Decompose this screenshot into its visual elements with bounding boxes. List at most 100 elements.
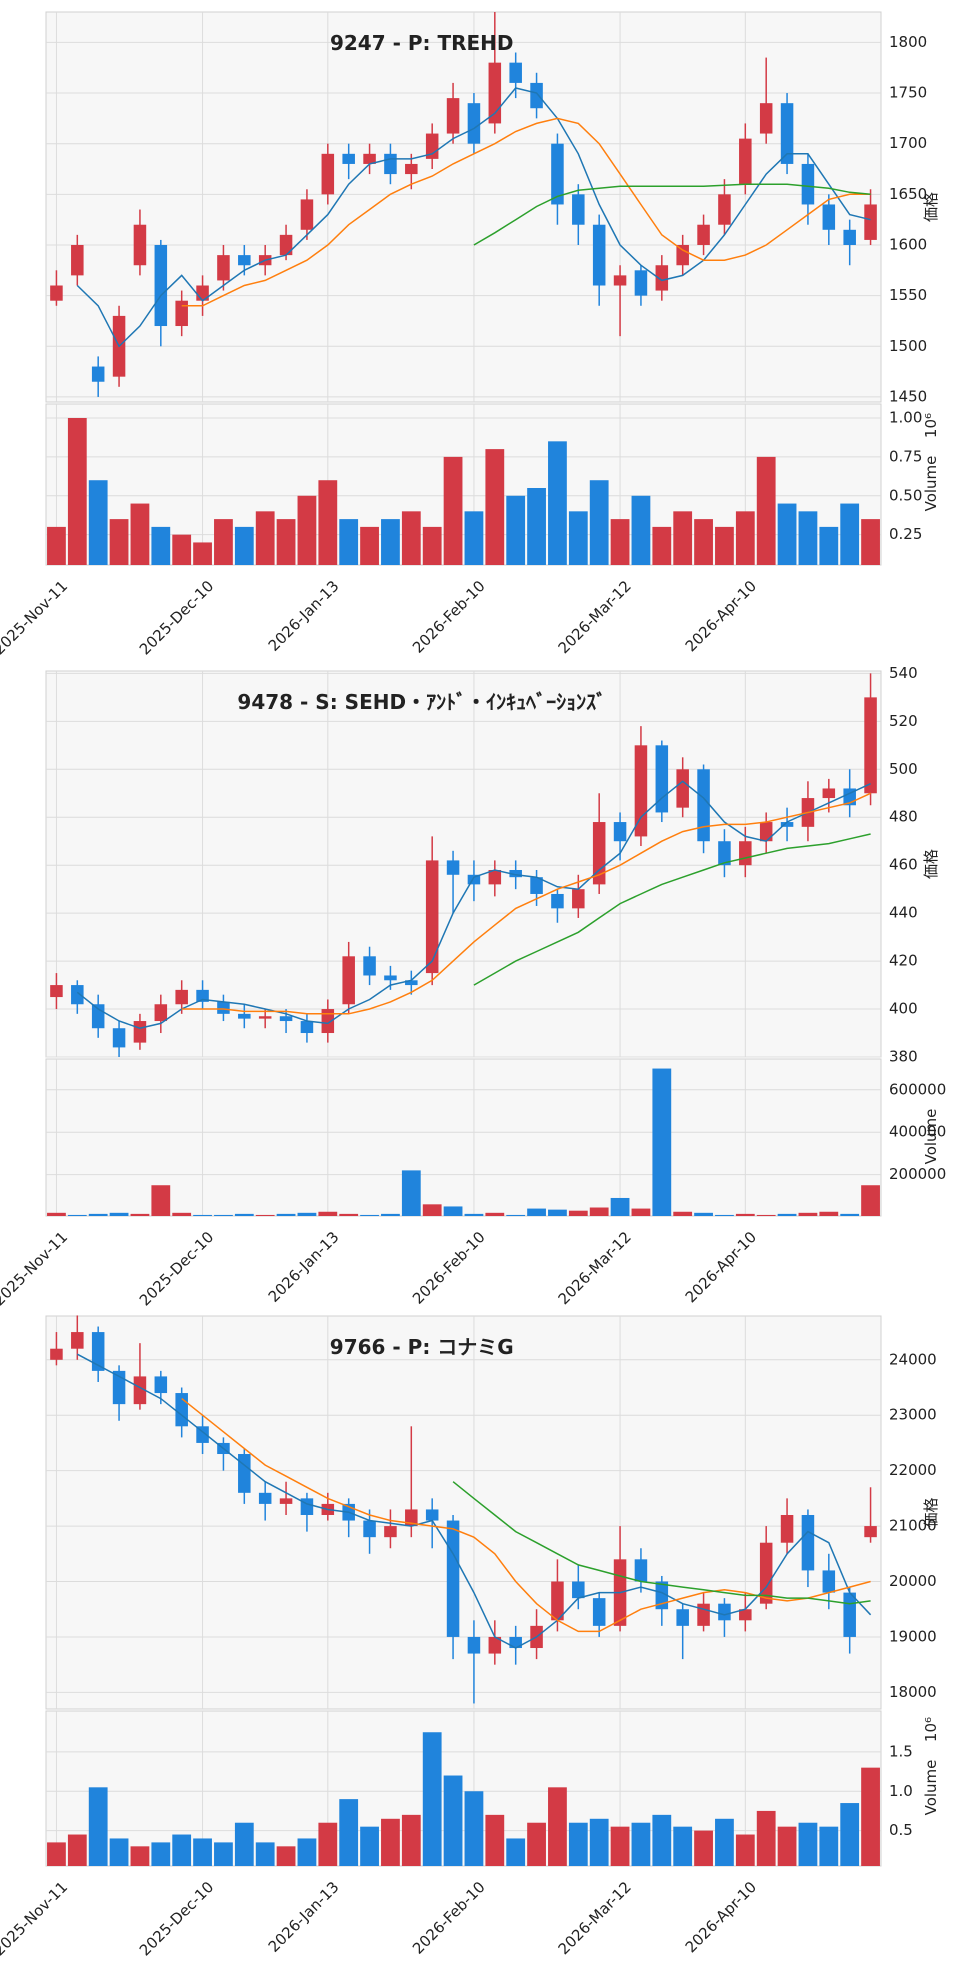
line xyxy=(473,833,871,986)
volume-bar xyxy=(339,1213,359,1216)
volume-bar xyxy=(151,1185,171,1216)
volume-bar xyxy=(464,1791,484,1866)
candle-body xyxy=(509,1636,522,1649)
volume-bar xyxy=(485,1814,505,1866)
volume-bar xyxy=(360,1826,379,1866)
volume-bar xyxy=(610,519,630,565)
candle-body xyxy=(530,877,543,894)
x-tick-label: 2026-Mar-12 xyxy=(555,1878,635,1958)
y-tick-label: 520 xyxy=(889,712,918,730)
volume-bar xyxy=(47,526,66,565)
candle-body xyxy=(759,822,773,842)
volume-bar xyxy=(652,1814,672,1866)
volume-bar xyxy=(798,1822,818,1866)
candle-body xyxy=(780,103,794,164)
candle-body xyxy=(822,788,836,799)
volume-bar xyxy=(88,1213,108,1216)
volume-bar xyxy=(422,526,442,565)
y-tick-label: 21000 xyxy=(889,1517,937,1535)
volume-bar xyxy=(401,511,421,565)
x-tick-label: 2026-Feb-10 xyxy=(409,1228,489,1308)
volume-bar xyxy=(568,1210,588,1216)
volume-panel xyxy=(45,1058,882,1217)
volume-bar xyxy=(172,1834,192,1866)
volume-bar xyxy=(381,1818,400,1866)
volume-bar xyxy=(464,511,484,565)
candle-body xyxy=(864,697,877,794)
volume-bar xyxy=(214,1214,233,1216)
y-tick-label: 460 xyxy=(889,856,918,874)
candle-body xyxy=(697,769,710,842)
y-tick-label: 23000 xyxy=(889,1406,937,1424)
volume-bar xyxy=(673,1826,693,1866)
volume-bar xyxy=(276,519,296,565)
price-panel xyxy=(45,1315,882,1710)
volume-bar xyxy=(861,519,880,565)
volume-bar xyxy=(47,1842,66,1866)
candle-body xyxy=(91,1004,105,1029)
candle-body xyxy=(509,62,522,83)
volume-bar xyxy=(443,1206,463,1216)
volume-bar xyxy=(47,1212,66,1216)
volume-bar xyxy=(631,1208,651,1216)
y-tick-label: 1650 xyxy=(889,185,927,203)
volume-bar xyxy=(214,1842,233,1866)
price-panel xyxy=(45,11,882,403)
candle-body xyxy=(613,275,627,286)
line xyxy=(76,1353,872,1649)
volume-bar xyxy=(67,1834,87,1866)
volume-bar xyxy=(109,1212,129,1216)
candle-body xyxy=(634,1559,648,1582)
volume-bar xyxy=(297,1838,317,1866)
x-tick-label: 2026-Jan-13 xyxy=(265,1228,343,1306)
volume-tick-label: 0.5 xyxy=(889,1821,913,1839)
candle-body xyxy=(551,1581,564,1621)
candle-body xyxy=(300,1021,314,1034)
x-tick-label: 2026-Apr-10 xyxy=(682,1228,760,1306)
volume-bar xyxy=(318,480,338,565)
x-tick-label: 2026-Apr-10 xyxy=(682,577,760,655)
candle-body xyxy=(551,143,564,205)
volume-bar xyxy=(360,526,379,565)
volume-bar xyxy=(589,1207,609,1216)
candle-body xyxy=(801,1514,815,1571)
candle-body xyxy=(780,822,794,827)
volume-bar xyxy=(589,480,609,565)
candle-body xyxy=(634,270,648,296)
candle-body xyxy=(467,874,481,885)
volume-bar xyxy=(297,1212,317,1216)
volume-tick-label: 200000 xyxy=(889,1165,946,1183)
volume-bar xyxy=(840,1803,860,1866)
volume-bar xyxy=(548,441,567,565)
chart-title: 9766 - P: コナミG xyxy=(330,1335,514,1359)
volume-bar xyxy=(735,1834,755,1866)
candle-body xyxy=(112,1028,126,1048)
candle-body xyxy=(71,244,84,276)
candle-body xyxy=(342,956,355,1005)
candle-body xyxy=(384,153,397,175)
candle-body xyxy=(488,1636,502,1654)
candle-body xyxy=(384,1526,397,1538)
volume-tick-label: 0.25 xyxy=(889,525,922,543)
y-axis-label: 価格 xyxy=(922,1497,940,1527)
candle-body xyxy=(133,224,147,266)
volume-bar xyxy=(756,1214,776,1216)
candle-body xyxy=(467,103,481,144)
candle-body xyxy=(739,841,752,866)
candle-body xyxy=(780,1514,794,1543)
volume-bar xyxy=(130,1213,150,1216)
candle-body xyxy=(425,133,439,159)
volume-tick-label: 1.00 xyxy=(889,409,922,427)
candle-body xyxy=(71,1332,84,1349)
candle-body xyxy=(175,989,188,1005)
volume-bar xyxy=(339,1799,359,1866)
candle-body xyxy=(425,1509,439,1521)
volume-bar xyxy=(527,1822,546,1866)
line xyxy=(181,792,871,1015)
volume-axis-label: Volume xyxy=(922,1109,940,1165)
stock-chart: 380 400 420 440 460 480 500 520 540 200000 400000 6… xyxy=(0,664,946,1310)
stock-chart: 1450 1500 1550 1600 1650 1700 1750 1800 0.25 0.50… xyxy=(0,11,940,658)
candle-body xyxy=(217,255,230,281)
volume-offset-label: 10⁶ xyxy=(922,1717,940,1742)
candle-body xyxy=(238,255,251,266)
